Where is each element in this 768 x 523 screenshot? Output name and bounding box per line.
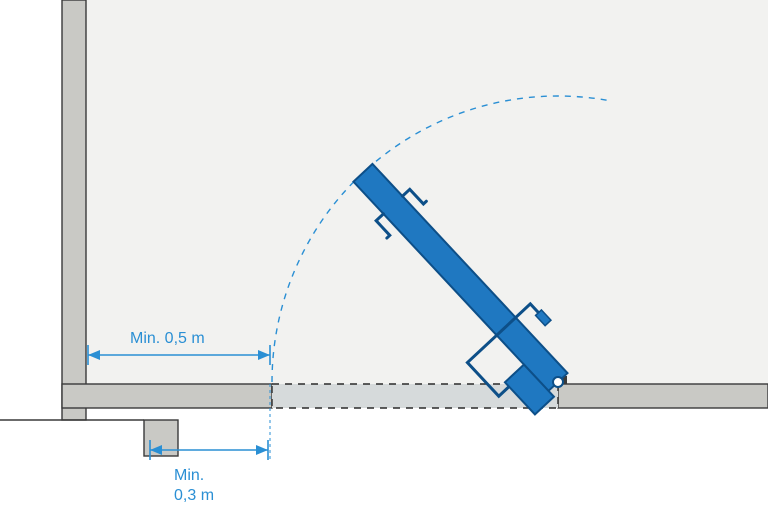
- wall-left: [62, 0, 86, 420]
- dimension-inner-label: Min. 0,5 m: [130, 330, 205, 347]
- dimension-outer-label-1: Min.: [174, 467, 204, 484]
- dimension-outer-label-2: 0,3 m: [174, 487, 214, 504]
- wall-lower-right: [558, 384, 768, 408]
- wall-corner-patch: [63, 385, 85, 407]
- wall-lower-left: [62, 384, 272, 408]
- room-interior: [86, 0, 768, 384]
